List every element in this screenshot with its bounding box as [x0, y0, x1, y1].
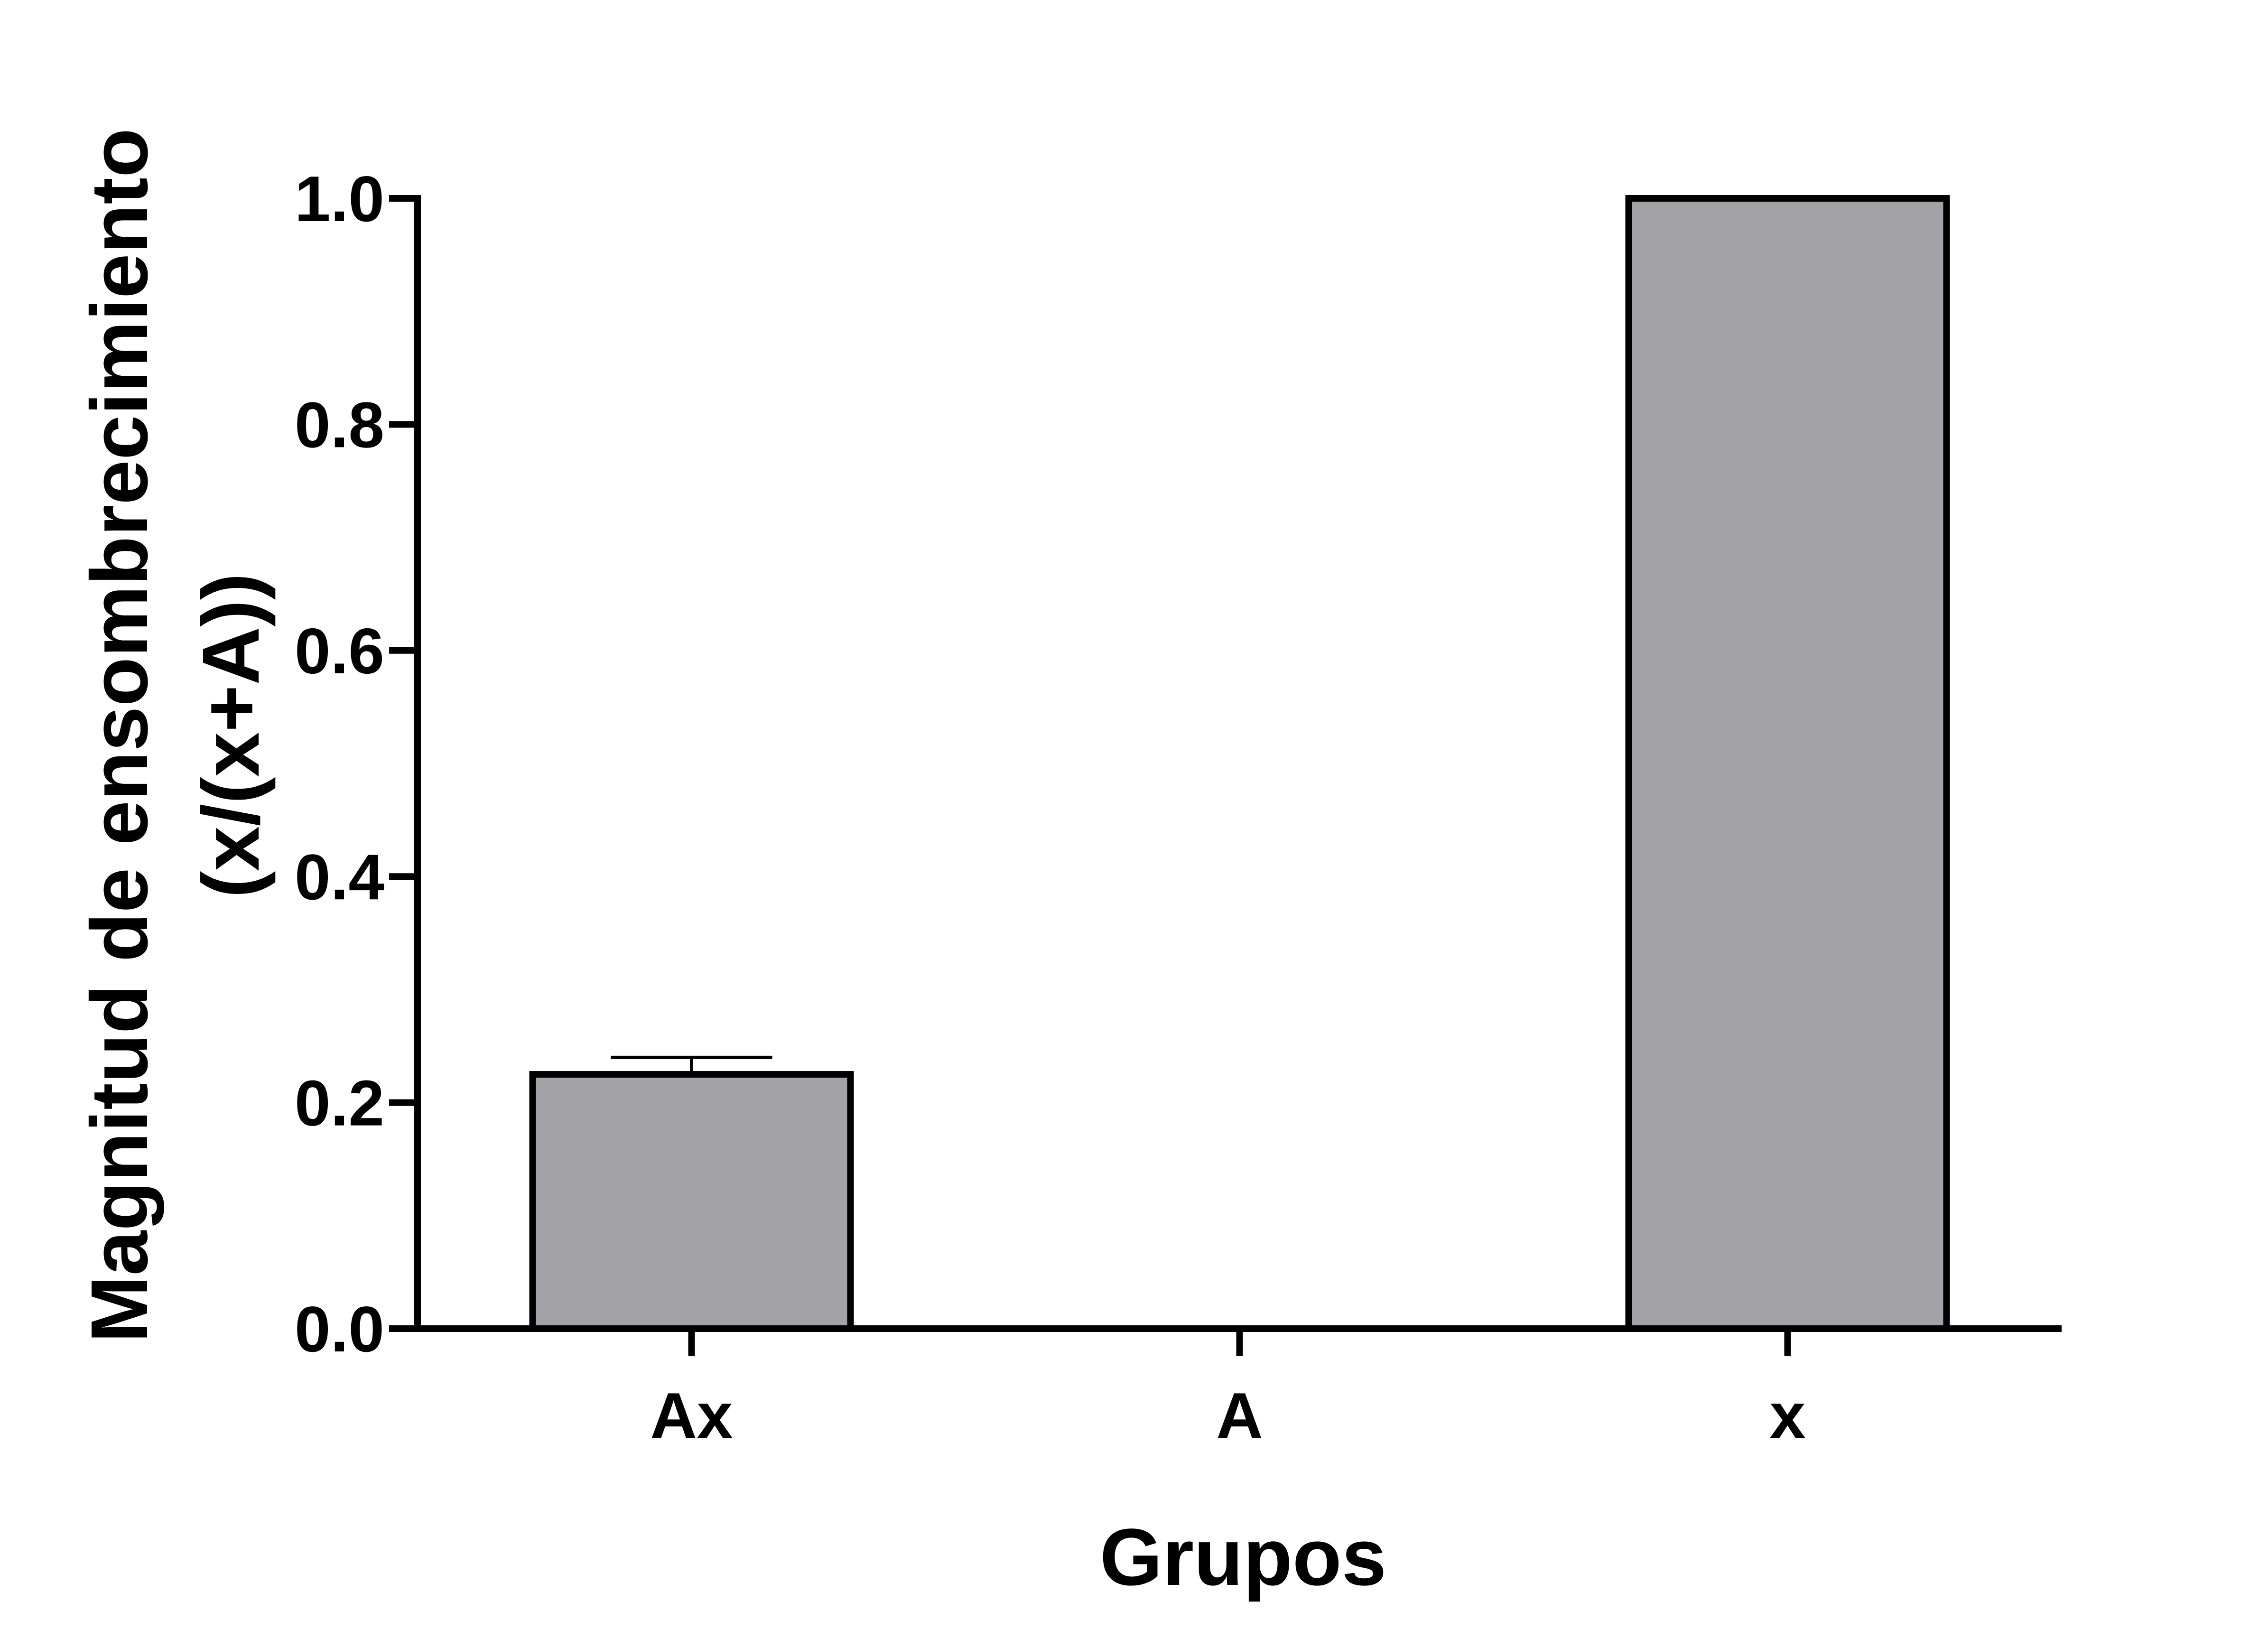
- y-tick-label-1: 0.2: [295, 1067, 384, 1139]
- bar-x: [1625, 195, 1950, 1332]
- y-tick-label-5: 1.0: [295, 163, 384, 235]
- y-axis-title: Magnitud de ensombrecimiento (x/(x+A)): [74, 128, 276, 1343]
- y-tick-label-0: 0.0: [295, 1293, 384, 1365]
- x-tick-label-a: A: [1216, 1379, 1263, 1452]
- x-tick-label-x: x: [1770, 1379, 1806, 1452]
- bar-ax: [529, 1071, 854, 1332]
- y-tick-label-3: 0.6: [295, 615, 384, 687]
- y-tick-label-4: 0.8: [295, 389, 384, 461]
- x-tick-label-ax: Ax: [651, 1379, 733, 1452]
- x-axis-title: Grupos: [1100, 1512, 1386, 1602]
- y-axis-title-line2: (x/(x+A)): [186, 573, 276, 898]
- y-axis-title-line1: Magnitud de ensombrecimiento: [74, 128, 165, 1343]
- y-tick-label-2: 0.4: [295, 841, 384, 913]
